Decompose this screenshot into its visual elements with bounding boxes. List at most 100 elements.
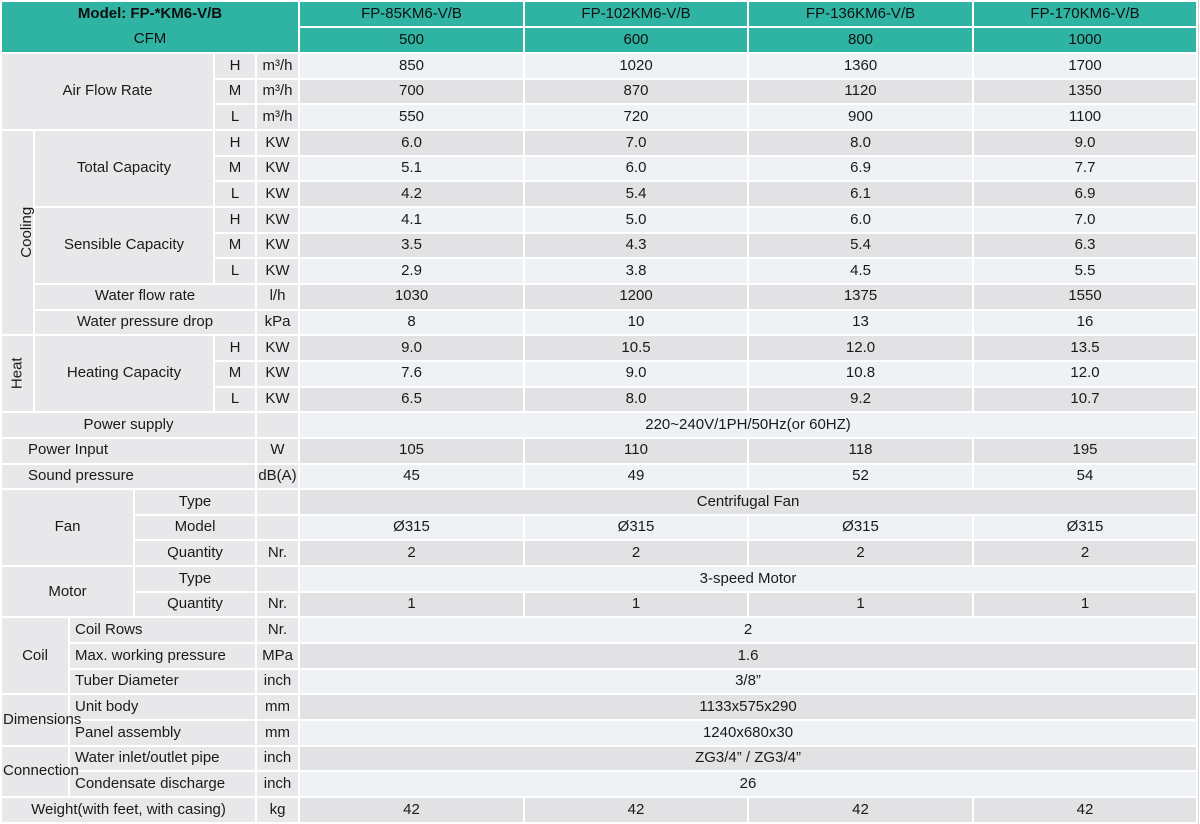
row-label-power-input: Power Input [0,436,257,465]
value-cell: 1100 [972,103,1199,131]
header-row-models: Model: FP-*KM6-V/B CFM FP-85KM6-V/B FP-1… [0,0,1199,54]
value-cell: 6.0 [298,128,526,157]
table-row: Sensible Capacity H KW 4.1 5.0 6.0 7.0 [1,205,1199,285]
value-cell: 7.6 [298,359,526,388]
value-cell: 6.9 [972,180,1199,208]
cfm-value-cell: 1000 [972,26,1199,54]
unit-cell: l/h [254,282,301,311]
value-cell: 1030 [298,282,526,311]
value-cell: 8 [298,308,526,337]
table-row: Water flow rate l/h 1030 1200 1375 1550 [1,282,1199,311]
section-label-motor: Motor [0,565,135,619]
row-label-unit-body: Unit body [68,693,257,722]
value-cell: Ø315 [523,513,750,542]
unit-cell: m³/h [254,52,301,80]
unit-cell [254,488,301,516]
value-cell: 5.0 [523,205,750,234]
table-row: Air Flow Rate H m³/h 850 1020 1360 1700 [0,52,1199,131]
table-row: Quantity Nr. 2 2 2 2 [1,539,1199,568]
table-row: Motor Type 3-speed Motor [0,565,1199,619]
value-cell: 8.0 [523,385,750,414]
model-name-cell: FP-85KM6-V/B [298,0,526,28]
value-cell: 105 [298,436,526,465]
value-cell: 10 [523,308,750,337]
table-row: Panel assembly mm 1240x680x30 [1,719,1199,747]
table-row: L KW 2.9 3.8 4.5 5.5 [1,257,1199,285]
table-row: L KW 6.5 8.0 9.2 10.7 [1,385,1199,414]
section-label-dimensions: Dimensions [0,693,81,747]
value-cell: 6.0 [523,154,750,183]
model-header-label: Model: FP-*KM6-V/B [77,5,223,23]
model-cfm-header-cell: Model: FP-*KM6-V/B CFM [0,0,301,54]
section-label-coil: Coil [0,616,70,696]
table-row: Coil Coil Rows Nr. 2 [0,616,1199,696]
row-label-panel-assembly: Panel assembly [68,719,257,747]
table-row: Model Ø315 Ø315 Ø315 Ø315 [1,513,1199,542]
row-label-weight: Weight(with feet, with casing) [0,796,257,824]
model-name-cell: FP-102KM6-V/B [523,0,750,28]
speed-cell: H [213,52,257,80]
value-cell: 7.7 [972,154,1199,183]
value-cell: 10.7 [972,385,1199,414]
row-label-water-flow-rate: Water flow rate [33,282,257,311]
value-cell: 900 [747,103,975,131]
value-cell: 1 [972,590,1199,619]
header-row-cfm: 500 600 800 1000 [1,26,1199,54]
unit-cell: KW [254,359,301,388]
value-cell: 3.5 [298,231,526,260]
table-row: Weight(with feet, with casing) kg 42 42 … [0,796,1199,824]
value-cell: 4.1 [298,205,526,234]
unit-cell: dB(A) [254,462,301,491]
section-label-cooling: Cooling [0,128,35,337]
speed-cell: L [213,385,257,414]
unit-cell [254,513,301,542]
value-cell: 13 [747,308,975,337]
unit-cell: KW [254,154,301,183]
value-cell: 45 [298,462,526,491]
unit-cell: m³/h [254,103,301,131]
unit-cell: KW [254,205,301,234]
value-cell: 42 [523,796,750,824]
row-label-total-capacity: Total Capacity [33,128,215,208]
value-cell: 110 [523,436,750,465]
row-label-sound-pressure: Sound pressure [0,462,257,491]
value-cell: 12.0 [972,359,1199,388]
table-row: Dimensions Unit body mm 1133x575x290 [0,693,1199,747]
row-label-power-supply: Power supply [0,411,257,439]
value-cell: 9.0 [523,359,750,388]
unit-cell [254,411,301,439]
value-cell: 5.1 [298,154,526,183]
model-name-cell: FP-170KM6-V/B [972,0,1199,28]
unit-cell: KW [254,128,301,157]
model-name-cell: FP-136KM6-V/B [747,0,975,28]
row-label-water-pressure-drop: Water pressure drop [33,308,257,337]
row-label-motor-quantity: Quantity [133,590,257,619]
table-row: L m³/h 550 720 900 1100 [1,103,1199,131]
value-cell: 49 [523,462,750,491]
table-row: Quantity Nr. 1 1 1 1 [1,590,1199,619]
merged-value-cell: 1.6 [298,642,1199,670]
value-cell: 8.0 [747,128,975,157]
value-cell: 118 [747,436,975,465]
table-row: Cooling Total Capacity H KW 6.0 7.0 8.0 … [0,128,1199,337]
row-label-heating-capacity: Heating Capacity [33,334,215,414]
value-cell: 4.2 [298,180,526,208]
table-row: Sound pressure dB(A) 45 49 52 54 [0,462,1199,491]
unit-cell: KW [254,385,301,414]
value-cell: 10.5 [523,334,750,362]
value-cell: 195 [972,436,1199,465]
value-cell: 5.4 [523,180,750,208]
unit-cell: KW [254,334,301,362]
section-label-fan: Fan [0,488,135,568]
speed-cell: M [213,154,257,183]
unit-cell [254,565,301,593]
row-label-fan-model: Model [133,513,257,542]
value-cell: 1020 [523,52,750,80]
unit-cell: inch [254,744,301,773]
value-cell: 850 [298,52,526,80]
table-row: Heat Heating Capacity H KW 9.0 10.5 12.0… [0,334,1199,414]
value-cell: 4.3 [523,231,750,260]
unit-cell: Nr. [254,616,301,645]
speed-cell: H [213,334,257,362]
row-label-sensible-capacity: Sensible Capacity [33,205,215,285]
